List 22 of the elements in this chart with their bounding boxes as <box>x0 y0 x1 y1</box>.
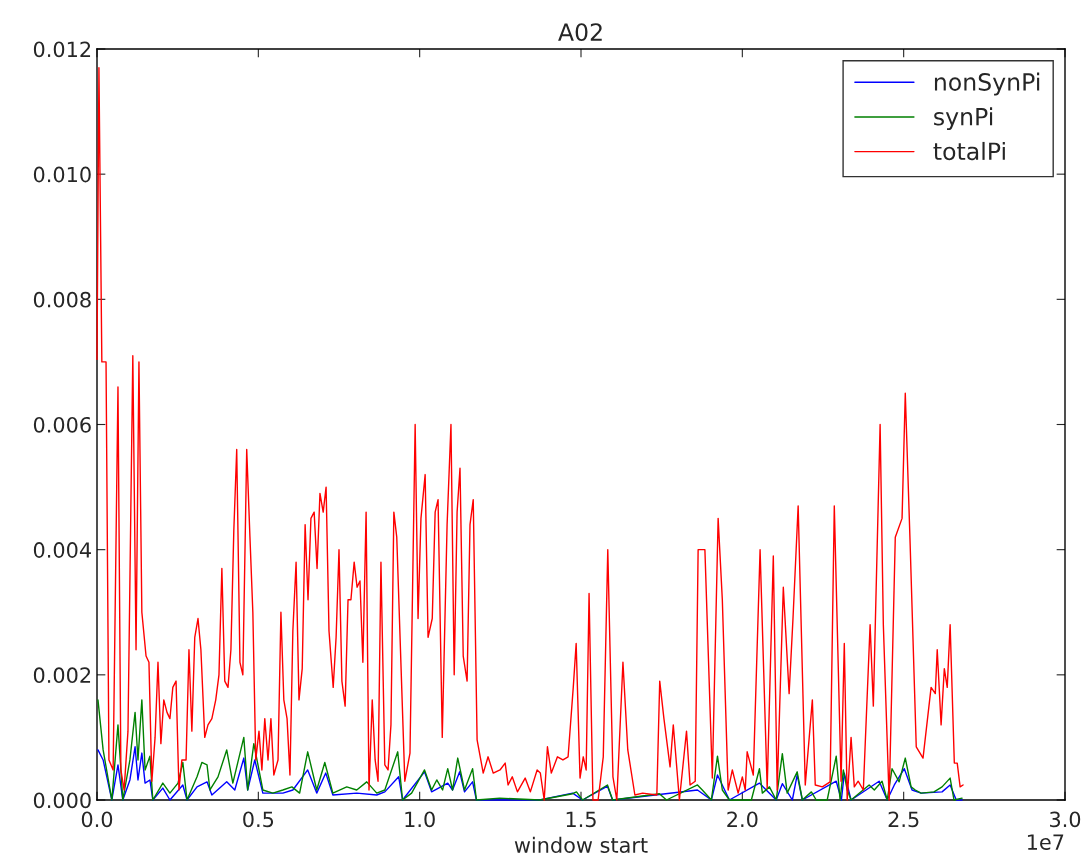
line-series <box>97 699 963 801</box>
x-tick-label: 1.0 <box>405 811 435 828</box>
x-tick-label: 0.5 <box>243 811 274 828</box>
line-series <box>97 746 963 801</box>
x-tick-label: 0.0 <box>81 811 113 828</box>
x-tick-label: 2.0 <box>727 811 758 828</box>
y-tick-label: 0.006 <box>33 416 91 433</box>
y-tick-label: 0.010 <box>33 166 91 183</box>
y-tick-label: 0.008 <box>33 291 91 308</box>
legend-label: nonSynPi <box>934 72 1040 96</box>
x-tick-label: 2.5 <box>888 811 919 828</box>
x-tick-label: 3.0 <box>1050 811 1081 828</box>
chart-title: A02 <box>558 23 602 41</box>
y-tick-label: 0.000 <box>33 792 91 809</box>
y-tick-label: 0.012 <box>33 41 91 58</box>
y-tick-label: 0.002 <box>33 667 91 684</box>
y-tick-label: 0.004 <box>33 542 91 558</box>
legend-label: synPi <box>934 107 993 131</box>
x-tick-label: 1.5 <box>566 811 596 828</box>
legend-label: totalPi <box>933 141 1005 161</box>
text: 1e7 <box>1027 834 1064 850</box>
x-axis-title: window start <box>514 836 648 853</box>
